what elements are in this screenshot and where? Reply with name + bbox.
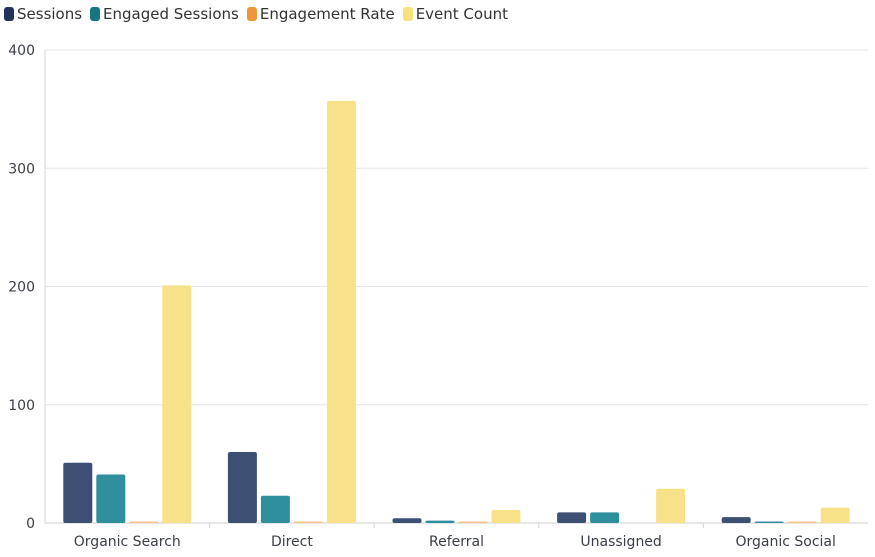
legend-item[interactable]: Engaged Sessions: [90, 5, 239, 23]
bar-event-count[interactable]: [162, 285, 192, 523]
bar-sessions[interactable]: [557, 512, 587, 523]
legend-item[interactable]: Sessions: [4, 5, 82, 23]
bar-sessions[interactable]: [392, 518, 422, 523]
x-tick-label: Direct: [271, 534, 313, 550]
x-tick-label: Organic Search: [74, 534, 181, 550]
legend-swatch: [402, 7, 413, 21]
bar-event-count[interactable]: [820, 507, 850, 523]
legend-swatch: [246, 7, 257, 21]
legend-item[interactable]: Engagement Rate: [246, 5, 395, 23]
legend-label: Event Count: [415, 5, 508, 23]
bar-engagement-rate[interactable]: [787, 521, 817, 524]
x-tick-label: Organic Social: [735, 534, 835, 550]
bar-sessions[interactable]: [227, 452, 257, 523]
bar-sessions[interactable]: [63, 462, 93, 523]
bar-engaged-sessions[interactable]: [754, 521, 784, 524]
x-tick-label: Unassigned: [580, 534, 661, 550]
legend-swatch: [90, 7, 101, 21]
chart-legend: Sessions Engaged Sessions Engagement Rate E…: [4, 4, 508, 24]
y-tick-label: 300: [8, 161, 35, 177]
bar-engagement-rate[interactable]: [129, 521, 159, 524]
bar-engagement-rate[interactable]: [458, 521, 488, 524]
bar-engaged-sessions[interactable]: [590, 512, 620, 523]
x-tick-label: Referral: [429, 534, 484, 550]
legend-swatch: [4, 7, 14, 21]
y-tick-label: 100: [8, 398, 35, 414]
bar-layer: [63, 100, 850, 524]
y-tick-label: 200: [8, 280, 35, 296]
legend-item[interactable]: Event Count: [402, 5, 508, 23]
y-tick-label: 0: [26, 516, 35, 532]
legend-label: Engaged Sessions: [103, 5, 239, 23]
bar-engaged-sessions[interactable]: [260, 495, 290, 523]
bar-engaged-sessions[interactable]: [96, 474, 126, 523]
bar-event-count[interactable]: [656, 488, 686, 523]
bar-event-count[interactable]: [326, 100, 356, 523]
bar-event-count[interactable]: [491, 509, 521, 523]
legend-label: Engagement Rate: [259, 5, 395, 23]
bar-engaged-sessions[interactable]: [425, 520, 455, 523]
y-tick-label: 400: [8, 43, 35, 59]
label-layer: 0 100 200 300 400 Organic Search Direct Referra…: [8, 43, 836, 550]
bar-sessions[interactable]: [721, 517, 751, 523]
legend-label: Sessions: [17, 5, 83, 23]
bar-engagement-rate[interactable]: [293, 521, 323, 524]
